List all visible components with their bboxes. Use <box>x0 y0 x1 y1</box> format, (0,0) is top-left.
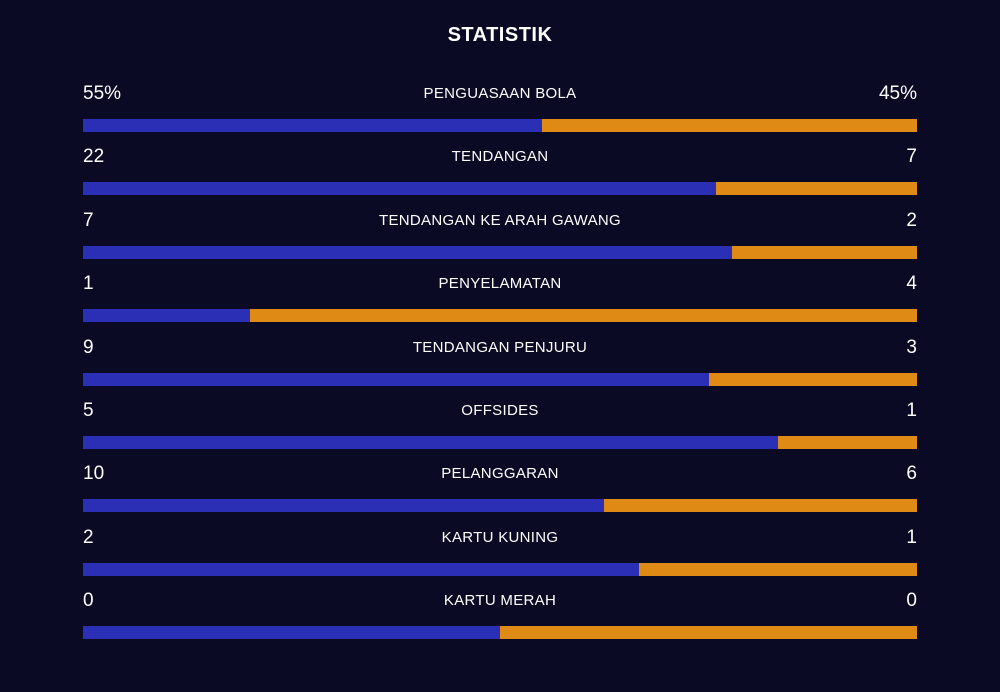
stat-comparison-bar <box>83 562 917 576</box>
home-fill <box>83 245 732 259</box>
stat-home-value: 22 <box>83 146 105 168</box>
home-fill <box>83 182 716 196</box>
stat-away-value: 0 <box>906 590 917 612</box>
stat-home-value: 9 <box>83 336 94 358</box>
away-fill <box>731 245 917 259</box>
stat-row-saves: 1 PENYELAMATAN 4 <box>83 268 917 331</box>
stat-home-value: 2 <box>83 526 94 548</box>
page-title: STATISTIK <box>447 24 553 46</box>
home-fill <box>83 499 605 513</box>
stat-label: KARTU MERAH <box>443 592 557 610</box>
stat-label: TENDANGAN KE ARAH GAWANG <box>379 211 621 229</box>
stat-comparison-bar <box>83 309 917 323</box>
stat-row-possession: 55% PENGUASAAN BOLA 45% <box>83 78 917 141</box>
stat-row-shots-on-target: 7 TENDANGAN KE ARAH GAWANG 2 <box>83 205 917 268</box>
away-fill <box>604 499 917 513</box>
away-fill <box>500 626 917 640</box>
away-fill <box>708 372 917 386</box>
stat-row-offsides: 5 OFFSIDES 1 <box>83 395 917 458</box>
stat-row-shots: 22 TENDANGAN 7 <box>83 141 917 204</box>
stat-label: PELANGGARAN <box>441 465 559 483</box>
away-fill <box>639 562 917 576</box>
stat-comparison-bar <box>83 372 917 386</box>
away-fill <box>541 119 917 132</box>
stat-home-value: 55% <box>83 83 122 104</box>
home-fill <box>83 626 500 640</box>
away-fill <box>777 435 917 449</box>
away-fill <box>716 182 917 196</box>
stat-row-red-cards: 0 KARTU MERAH 0 <box>83 585 917 648</box>
stat-label: TENDANGAN PENJURU <box>412 338 588 356</box>
stat-label: KARTU KUNING <box>441 528 559 546</box>
home-fill <box>83 435 778 449</box>
stat-home-value: 7 <box>83 209 94 231</box>
away-fill <box>249 309 917 323</box>
stat-comparison-bar <box>83 245 917 259</box>
home-fill <box>83 372 709 386</box>
stat-row-yellow-cards: 2 KARTU KUNING 1 <box>83 522 917 585</box>
stat-away-value: 4 <box>906 273 917 295</box>
stat-comparison-bar <box>83 626 917 640</box>
stats-list: 55% PENGUASAAN BOLA 45% 22 TENDANGAN 7 7… <box>83 78 917 649</box>
stat-away-value: 3 <box>906 336 917 358</box>
stat-comparison-bar <box>83 435 917 449</box>
stat-label: PENGUASAAN BOLA <box>423 85 577 102</box>
stat-comparison-bar <box>83 119 917 132</box>
stat-away-value: 7 <box>906 146 917 168</box>
stat-away-value: 2 <box>906 209 917 231</box>
stat-home-value: 10 <box>83 463 105 485</box>
stat-home-value: 5 <box>83 399 94 421</box>
stat-away-value: 1 <box>906 526 917 548</box>
stat-home-value: 0 <box>83 590 94 612</box>
stat-home-value: 1 <box>83 273 94 295</box>
home-fill <box>83 562 640 576</box>
stat-comparison-bar <box>83 499 917 513</box>
stat-label: TENDANGAN <box>451 148 549 166</box>
home-fill <box>83 119 542 132</box>
stat-comparison-bar <box>83 182 917 196</box>
stat-away-value: 6 <box>906 463 917 485</box>
stat-label: PENYELAMATAN <box>438 275 562 293</box>
stat-row-corners: 9 TENDANGAN PENJURU 3 <box>83 332 917 395</box>
stat-label: OFFSIDES <box>461 401 539 419</box>
stat-away-value: 1 <box>906 399 917 421</box>
home-fill <box>83 309 250 323</box>
stat-away-value: 45% <box>878 83 917 104</box>
stat-row-fouls: 10 PELANGGARAN 6 <box>83 458 917 521</box>
